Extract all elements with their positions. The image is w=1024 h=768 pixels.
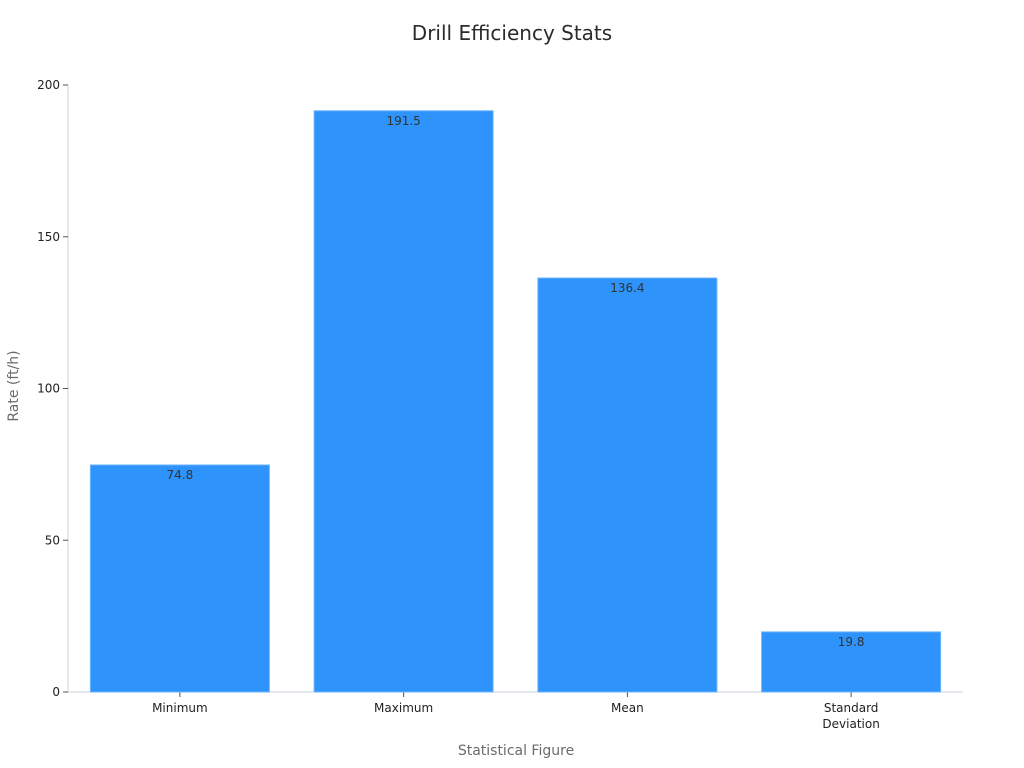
data-label: 191.5 xyxy=(386,114,420,128)
bar-maximum[interactable] xyxy=(313,110,494,693)
data-labels-group: 74.8 191.5 136.4 19.8 xyxy=(167,114,865,649)
y-axis-title: Rate (ft/h) xyxy=(6,350,22,421)
x-tick-label: Mean xyxy=(611,701,644,715)
x-tick-label: Maximum xyxy=(374,701,433,715)
x-tick-label: Minimum xyxy=(152,701,208,715)
x-tick-label-line: Mean xyxy=(611,701,644,715)
data-label: 136.4 xyxy=(610,281,644,295)
x-tick-label-line: Maximum xyxy=(374,701,433,715)
y-tick-label: 0 xyxy=(52,685,60,699)
bar-standard-deviation[interactable] xyxy=(761,631,942,693)
y-tick-label: 50 xyxy=(45,533,60,547)
y-tick-label: 200 xyxy=(37,78,60,92)
y-tick-label: 150 xyxy=(37,230,60,244)
data-label: 74.8 xyxy=(167,468,194,482)
bars-group xyxy=(89,110,942,693)
x-axis-title: Statistical Figure xyxy=(458,743,574,759)
y-tick-label: 100 xyxy=(37,382,60,396)
chart-title: Drill Efficiency Stats xyxy=(412,21,612,45)
x-tick-label-line: Standard xyxy=(824,701,879,715)
x-tick-label-line: Deviation xyxy=(822,717,879,731)
data-label: 19.8 xyxy=(838,635,865,649)
x-tick-label: Standard Deviation xyxy=(822,701,879,731)
x-axis: Minimum Maximum Mean Standard Deviation xyxy=(68,691,963,731)
x-tick-label-line: Minimum xyxy=(152,701,208,715)
y-axis: 0 50 100 150 200 xyxy=(37,78,69,699)
bar-minimum[interactable] xyxy=(89,464,270,693)
bar-mean[interactable] xyxy=(537,277,718,693)
